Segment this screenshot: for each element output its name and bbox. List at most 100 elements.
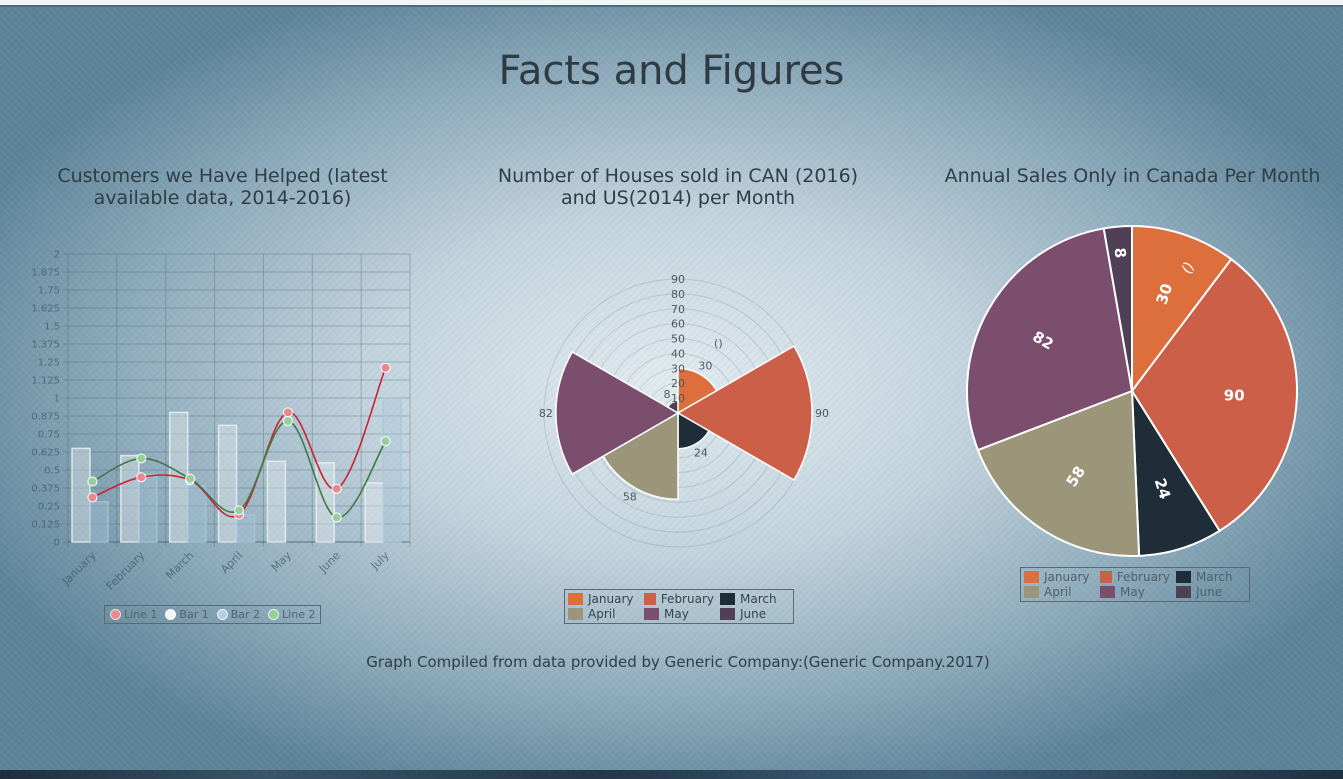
point-line-2-july (380, 436, 391, 447)
legend-label: April (588, 607, 616, 621)
bar-bar-2-january (89, 500, 109, 543)
sales-chart-legend: January February March April May June (1020, 567, 1250, 602)
pie-label-march: 24 (1151, 476, 1174, 501)
pie-label-january: 30 (1153, 281, 1177, 307)
legend-label: May (1120, 585, 1145, 599)
y-tick-label: 1.625 (31, 304, 60, 315)
data-label-february: 90 (815, 407, 829, 420)
legend-swatch (1100, 571, 1112, 583)
y-tick-label: 1.25 (38, 358, 60, 369)
y-tick-label: 2 (54, 250, 60, 261)
y-tick-label: 0 (54, 538, 60, 549)
legend-item-may[interactable]: May (1100, 585, 1170, 599)
point-line-2-may (282, 416, 293, 427)
legend-item-line-1[interactable]: Line 1 (110, 608, 157, 621)
chart-title-houses-sold: Number of Houses sold in CAN (2016) and … (497, 165, 859, 209)
legend-item-march[interactable]: March (720, 592, 790, 606)
data-label-march: 24 (694, 447, 708, 460)
point-line-1-january (87, 492, 98, 503)
legend-label: March (1196, 570, 1233, 584)
legend-item-january[interactable]: January (568, 592, 638, 606)
bar-bar-2-march (186, 485, 207, 543)
y-tick-label: 1.875 (31, 268, 60, 279)
pie-slice-may (966, 227, 1134, 452)
legend-swatch (644, 608, 659, 620)
legend-swatch (568, 593, 583, 605)
legend-label: January (1044, 570, 1090, 584)
bar-bar-1-may (266, 460, 287, 543)
point-line-1-july (380, 362, 391, 373)
legend-item-bar-1[interactable]: Bar 1 (165, 608, 209, 621)
y-tick-label: 0.625 (31, 448, 60, 459)
radial-tick-label: 50 (671, 333, 685, 346)
source-footnote: Graph Compiled from data provided by Gen… (366, 653, 990, 671)
point-line-2-april (234, 505, 244, 516)
legend-swatch (165, 609, 177, 620)
houses-chart-legend: January February March April May June (564, 589, 794, 624)
y-tick-label: 0.375 (31, 484, 60, 495)
top-strip (0, 0, 1343, 7)
y-tick-label: 1.75 (38, 286, 60, 297)
y-tick-label: 0.25 (38, 502, 60, 513)
legend-label: Line 2 (282, 608, 316, 621)
legend-item-april[interactable]: April (1024, 585, 1094, 599)
bottom-image-strip (0, 770, 1343, 779)
legend-swatch (720, 608, 735, 620)
annotation-label: () (714, 337, 723, 350)
point-line-2-january (87, 476, 98, 487)
legend-label: February (660, 592, 714, 606)
data-label-may: 82 (539, 407, 553, 420)
legend-item-february[interactable]: February (644, 592, 714, 606)
legend-item-january[interactable]: January (1024, 570, 1094, 584)
legend-label: May (664, 607, 689, 621)
radial-tick-label: 80 (671, 288, 685, 301)
data-label-january: 30 (698, 360, 712, 373)
point-line-1-june (331, 483, 342, 494)
radial-tick-label: 90 (671, 273, 685, 286)
legend-label: March (740, 592, 777, 606)
chart-title-customers: Customers we Have Helped (latest availab… (57, 165, 388, 209)
point-line-2-march (185, 473, 196, 484)
legend-label: Line 1 (124, 608, 158, 621)
y-tick-label: 0.875 (31, 412, 60, 423)
y-tick-label: 1.5 (44, 322, 60, 333)
bar-bar-2-february (138, 473, 158, 543)
radial-tick-label: 60 (671, 318, 685, 331)
legend-label: February (1116, 570, 1170, 584)
polar-segment-january (677, 367, 718, 415)
legend-item-june[interactable]: June (1176, 585, 1246, 599)
legend-item-line-2[interactable]: Line 2 (268, 608, 315, 621)
y-tick-label: 1.375 (31, 340, 60, 351)
y-tick-label: 0.5 (44, 466, 60, 477)
y-tick-label: 1 (54, 394, 60, 405)
pie-slice-june (1102, 224, 1133, 392)
point-line-2-february (136, 453, 147, 464)
legend-item-may[interactable]: May (644, 607, 714, 621)
radial-tick-label: 30 (671, 362, 685, 375)
pie-label-february: 90 (1224, 386, 1245, 404)
chart-title-annual-sales: Annual Sales Only in Canada Per Month (944, 165, 1321, 187)
legend-swatch (110, 609, 121, 620)
data-label-april: 58 (623, 490, 637, 503)
legend-swatch (568, 608, 583, 620)
radial-tick-label: 20 (671, 377, 685, 390)
legend-item-february[interactable]: February (1100, 570, 1170, 584)
legend-item-june[interactable]: June (720, 607, 790, 621)
legend-item-april[interactable]: April (568, 607, 638, 621)
legend-label: Bar 2 (230, 608, 261, 621)
y-tick-label: 1.125 (31, 376, 60, 387)
polar-segment-may (555, 350, 680, 476)
y-tick-label: 0.125 (31, 520, 60, 531)
polar-segment-april (602, 411, 679, 501)
legend-item-march[interactable]: March (1176, 570, 1246, 584)
legend-swatch (1176, 586, 1191, 598)
legend-item-bar-2[interactable]: Bar 2 (216, 608, 261, 621)
page-title: Facts and Figures (498, 48, 845, 94)
y-tick-label: 0.75 (38, 430, 60, 441)
legend-label: April (1044, 585, 1072, 599)
legend-swatch (644, 593, 656, 605)
legend-swatch (268, 609, 280, 620)
legend-swatch (720, 593, 735, 605)
